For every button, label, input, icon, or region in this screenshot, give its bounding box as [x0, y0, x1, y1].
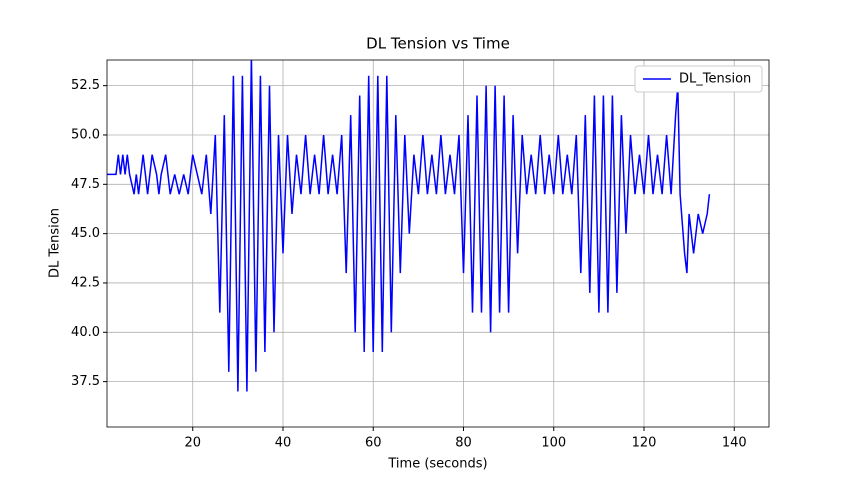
y-tick-label: 42.5	[71, 275, 100, 290]
x-tick-label: 100	[541, 436, 566, 451]
x-tick-label: 60	[365, 436, 382, 451]
legend-label: DL_Tension	[679, 72, 751, 87]
legend-box	[634, 65, 763, 93]
data-line	[107, 60, 711, 392]
chart-title: DL Tension vs Time	[366, 35, 510, 53]
x-axis-label: Time (seconds)	[387, 457, 487, 472]
x-tick-label: 20	[184, 436, 201, 451]
y-tick-label: 50.0	[71, 127, 100, 142]
x-tick-label: 120	[632, 436, 657, 451]
y-tick-label: 47.5	[71, 177, 100, 192]
y-tick-label: 45.0	[71, 226, 100, 241]
x-tick-label: 40	[275, 436, 292, 451]
plot-frame	[106, 59, 770, 428]
x-tick-label: 140	[722, 436, 747, 451]
x-tick-label: 80	[455, 436, 472, 451]
y-tick-label: 37.5	[71, 374, 100, 389]
y-tick-label: 52.5	[71, 78, 100, 93]
y-axis-label: DL Tension	[48, 208, 63, 278]
y-tick-label: 40.0	[71, 325, 100, 340]
